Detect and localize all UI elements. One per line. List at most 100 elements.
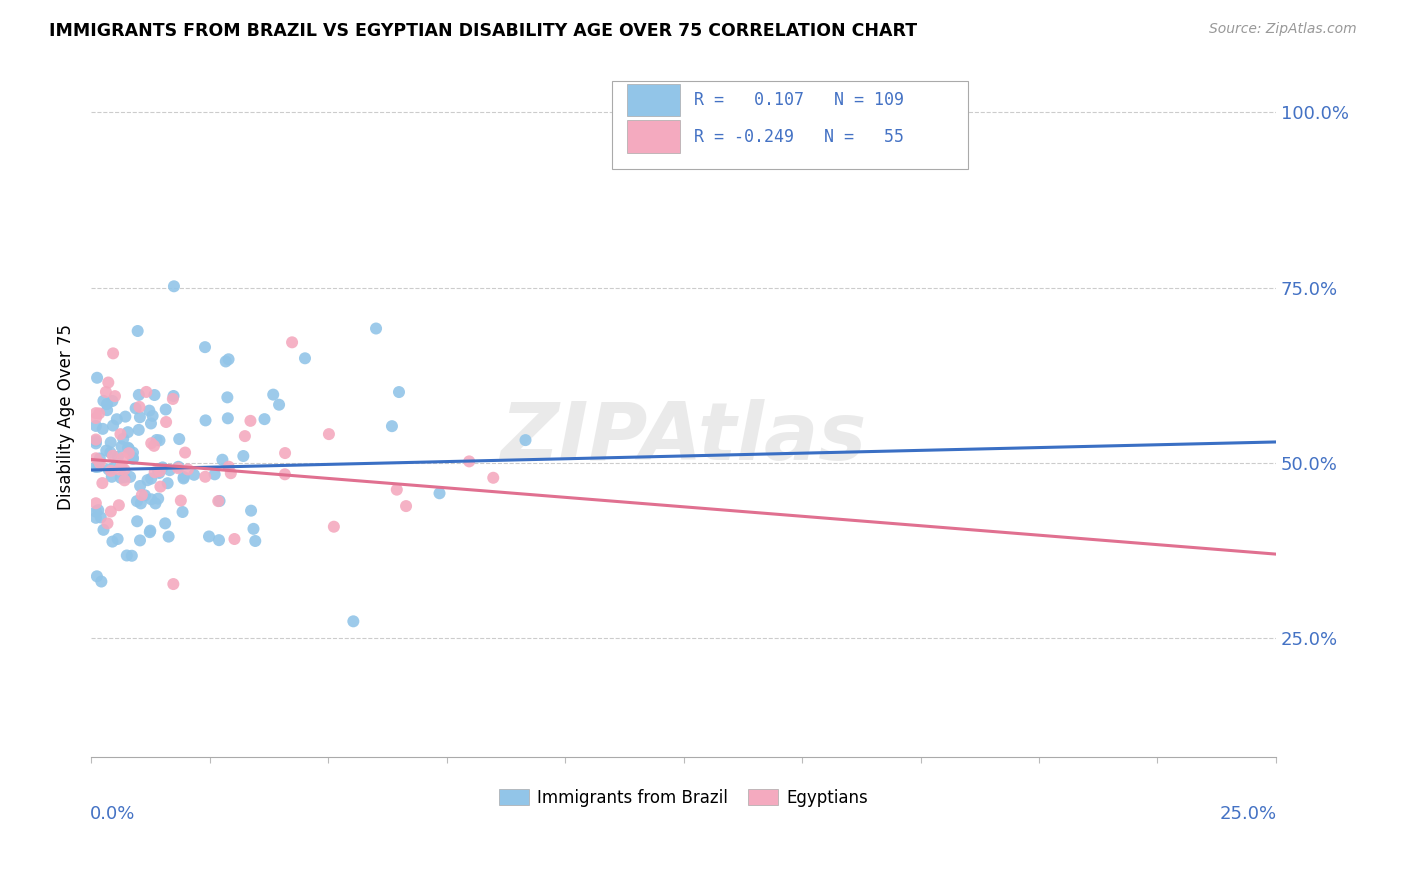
Point xyxy=(89,406,111,420)
Point xyxy=(318,427,340,442)
Point xyxy=(84,406,107,420)
Point xyxy=(183,467,205,482)
Point xyxy=(127,324,149,338)
Point xyxy=(155,402,177,417)
Point xyxy=(163,279,186,293)
Point xyxy=(173,470,195,484)
Point xyxy=(110,471,132,485)
Point xyxy=(217,411,239,425)
Point xyxy=(429,486,451,500)
Point xyxy=(381,419,404,434)
Point xyxy=(122,451,145,466)
Point xyxy=(101,346,124,360)
Point xyxy=(89,451,111,466)
Point xyxy=(93,393,115,408)
Point xyxy=(218,352,240,367)
Point xyxy=(112,432,135,446)
Point xyxy=(120,470,142,484)
Point xyxy=(274,446,297,460)
Point xyxy=(84,496,107,510)
FancyBboxPatch shape xyxy=(627,84,681,116)
Point xyxy=(97,462,120,476)
Point xyxy=(322,519,344,533)
Point xyxy=(112,462,135,476)
Point xyxy=(100,464,122,478)
Point xyxy=(129,496,152,510)
Point xyxy=(131,488,153,502)
Point xyxy=(114,473,136,487)
Point xyxy=(96,397,118,411)
Point xyxy=(217,390,239,404)
Point xyxy=(101,418,124,433)
Point xyxy=(134,488,156,502)
Point xyxy=(149,464,172,478)
Point xyxy=(125,494,148,508)
Point xyxy=(90,510,112,524)
Text: R =   0.107   N = 109: R = 0.107 N = 109 xyxy=(695,91,904,109)
Point xyxy=(115,549,138,563)
Point xyxy=(233,429,256,443)
Point xyxy=(253,412,276,426)
Point xyxy=(224,532,246,546)
Point xyxy=(159,463,181,477)
Point xyxy=(143,439,166,453)
Point xyxy=(104,459,127,474)
Y-axis label: Disability Age Over 75: Disability Age Over 75 xyxy=(58,325,75,510)
Point xyxy=(172,505,194,519)
Point xyxy=(194,469,217,483)
Point xyxy=(101,534,124,549)
Point xyxy=(128,400,150,414)
Point xyxy=(156,476,179,491)
Point xyxy=(141,436,163,450)
Point xyxy=(86,371,108,385)
Point xyxy=(104,389,127,403)
Text: ZIPAtlas: ZIPAtlas xyxy=(501,399,866,477)
Point xyxy=(89,456,111,470)
Point xyxy=(84,418,107,433)
Point xyxy=(152,460,174,475)
Text: R = -0.249   N =   55: R = -0.249 N = 55 xyxy=(695,128,904,145)
Point xyxy=(101,449,124,463)
Point xyxy=(105,412,128,426)
Point xyxy=(274,467,297,482)
Point xyxy=(139,525,162,540)
Point xyxy=(148,491,170,506)
Point xyxy=(294,351,316,366)
Point xyxy=(162,392,184,406)
Point xyxy=(219,467,242,481)
Point xyxy=(108,462,131,476)
Point xyxy=(143,465,166,479)
Point xyxy=(107,532,129,546)
Point xyxy=(110,458,132,473)
Point xyxy=(129,479,152,493)
Point xyxy=(215,354,238,368)
Point xyxy=(94,384,117,399)
Point xyxy=(177,462,200,476)
Point xyxy=(388,385,411,400)
Point xyxy=(101,394,124,409)
Point xyxy=(139,524,162,538)
Point xyxy=(93,523,115,537)
Point xyxy=(208,494,231,508)
Point xyxy=(84,433,107,447)
Point xyxy=(96,443,118,458)
Point xyxy=(167,461,190,475)
Point xyxy=(239,414,262,428)
Point xyxy=(218,459,240,474)
Point xyxy=(208,533,231,548)
Point xyxy=(86,569,108,583)
Point xyxy=(100,435,122,450)
Point xyxy=(211,452,233,467)
Point xyxy=(139,417,162,431)
Point xyxy=(170,493,193,508)
Point xyxy=(262,387,284,401)
Point xyxy=(127,514,149,528)
Point xyxy=(84,505,107,519)
Point xyxy=(91,422,114,436)
Text: IMMIGRANTS FROM BRAZIL VS EGYPTIAN DISABILITY AGE OVER 75 CORRELATION CHART: IMMIGRANTS FROM BRAZIL VS EGYPTIAN DISAB… xyxy=(49,22,917,40)
Point xyxy=(162,577,184,591)
Point xyxy=(111,450,134,465)
Point xyxy=(194,340,217,354)
Text: 0.0%: 0.0% xyxy=(90,805,135,823)
Point xyxy=(155,415,177,429)
